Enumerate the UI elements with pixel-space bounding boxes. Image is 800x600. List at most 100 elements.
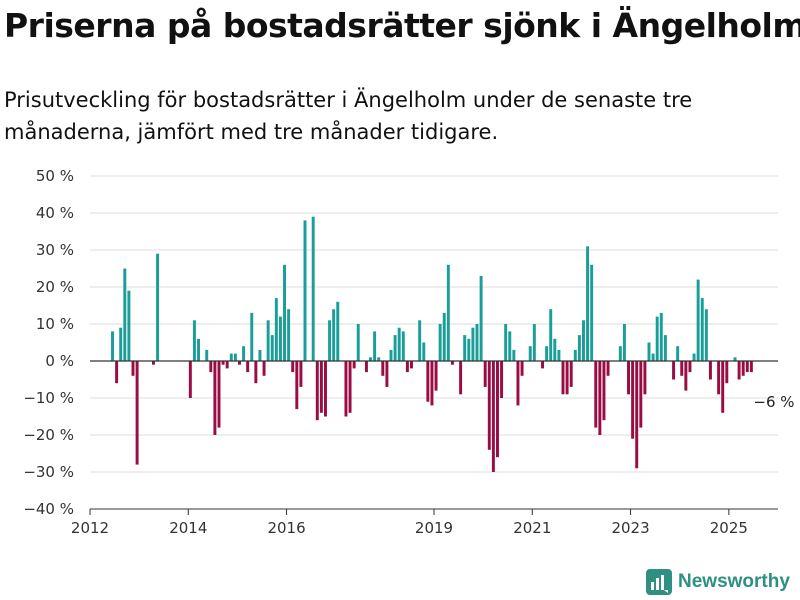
bar	[520, 361, 524, 376]
bar	[442, 312, 446, 361]
x-tick-label: 2012	[71, 519, 109, 537]
bar	[192, 320, 196, 361]
bar	[422, 342, 426, 361]
bar	[553, 338, 557, 361]
y-tick-label: 20 %	[36, 278, 74, 296]
bar	[397, 327, 401, 361]
y-tick-label: 50 %	[36, 167, 74, 185]
bar	[528, 346, 532, 361]
bar	[684, 361, 688, 391]
bar	[708, 361, 712, 380]
bar	[651, 353, 655, 361]
y-tick-label: 40 %	[36, 204, 74, 222]
y-tick-label: −10 %	[23, 389, 74, 407]
bar	[688, 361, 692, 373]
bar	[385, 361, 389, 387]
bar	[487, 361, 491, 450]
bar	[311, 216, 315, 361]
x-tick-label: 2023	[611, 519, 649, 537]
tick-labels: 50 % 40 % 30 % 20 % 10 % 0 % −10 % −20 % −30 % −4…	[23, 167, 748, 537]
bar	[119, 327, 123, 361]
bar	[238, 361, 241, 365]
bar	[463, 335, 467, 361]
bar	[471, 327, 475, 361]
bar	[430, 361, 434, 406]
x-tick-label: 2025	[710, 519, 748, 537]
bar	[749, 361, 753, 373]
newsworthy-logo[interactable]: Newsworthy	[646, 567, 790, 597]
bar	[500, 361, 504, 398]
bar	[504, 324, 508, 361]
bar	[225, 361, 229, 369]
bar	[377, 357, 381, 361]
bar	[512, 349, 516, 361]
latest-value-annotation: −6 %	[753, 393, 794, 411]
bar	[434, 361, 438, 391]
bar	[643, 361, 647, 395]
bar	[627, 361, 630, 395]
bar	[266, 320, 270, 361]
bar	[270, 335, 274, 361]
bar	[242, 346, 246, 361]
y-tick-label: −30 %	[23, 463, 74, 481]
bar	[721, 361, 725, 413]
bar	[733, 357, 737, 361]
bar	[336, 301, 340, 361]
bar	[188, 361, 192, 398]
bar	[622, 324, 626, 361]
bar	[278, 316, 282, 361]
bar	[319, 361, 323, 413]
bar	[483, 361, 487, 387]
bar	[258, 349, 262, 361]
bar	[647, 342, 651, 361]
bar	[586, 246, 590, 361]
bar	[127, 290, 131, 361]
price-change-chart: 50 % 40 % 30 % 20 % 10 % 0 % −10 % −20 % −30 % −4…	[23, 167, 794, 537]
bar	[672, 361, 676, 380]
bar	[582, 320, 585, 361]
bar	[438, 324, 442, 361]
bar	[197, 338, 200, 361]
bar	[213, 361, 217, 435]
bar	[577, 335, 581, 361]
bar	[680, 361, 684, 376]
bar	[565, 361, 569, 395]
bar	[250, 312, 254, 361]
bar	[475, 324, 479, 361]
bar	[123, 268, 127, 361]
bar	[364, 361, 368, 373]
y-tick-label: 30 %	[36, 241, 74, 259]
bar	[332, 309, 336, 361]
bar	[704, 309, 708, 361]
bar	[700, 298, 704, 361]
y-tick-label: −20 %	[23, 426, 74, 444]
bar	[561, 361, 565, 395]
bar	[152, 361, 155, 365]
bar	[324, 361, 327, 417]
newsworthy-logo-icon	[646, 569, 672, 595]
bar	[295, 361, 299, 410]
bar	[352, 361, 356, 369]
bar	[573, 349, 577, 361]
bar	[131, 361, 135, 376]
bar	[217, 361, 221, 428]
bar	[418, 320, 422, 361]
bar	[246, 361, 250, 373]
bar	[344, 361, 348, 417]
x-tick-label: 2014	[169, 519, 207, 537]
axes	[89, 360, 778, 515]
bar	[348, 361, 352, 413]
bar	[389, 349, 393, 361]
bar	[262, 361, 266, 376]
bar	[393, 335, 397, 361]
bar	[405, 361, 409, 373]
bar	[598, 361, 602, 435]
y-tick-label: 10 %	[36, 315, 74, 333]
bar	[479, 275, 483, 361]
bar	[156, 253, 160, 361]
bar	[532, 324, 536, 361]
bar	[639, 361, 643, 428]
bar	[655, 316, 659, 361]
bar	[450, 361, 454, 365]
bar	[356, 324, 360, 361]
